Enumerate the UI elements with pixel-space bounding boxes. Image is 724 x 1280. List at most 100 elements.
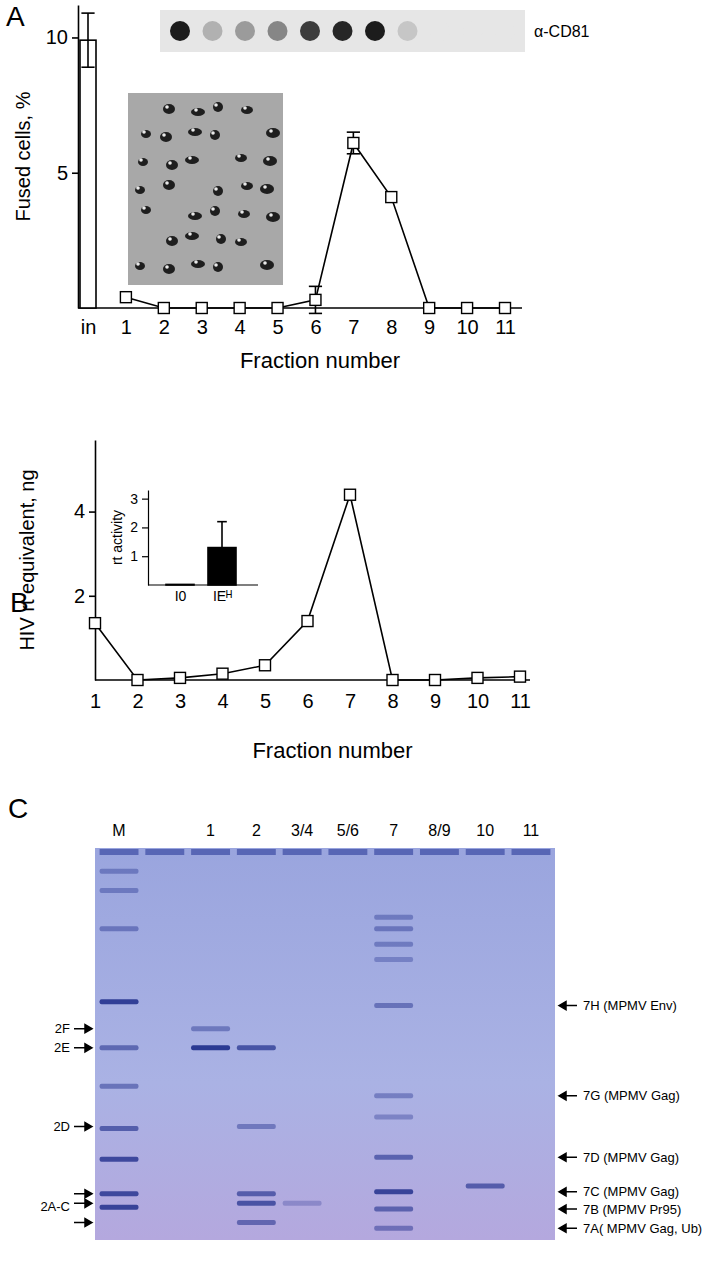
x-tick: 4 [217, 690, 228, 712]
cell [266, 212, 280, 222]
gel [95, 848, 555, 1240]
y-tick: 4 [74, 500, 95, 522]
y-tick-mark [72, 37, 78, 39]
cell [210, 206, 220, 216]
cell-highlight [191, 128, 195, 132]
x-tick: 11 [510, 690, 531, 712]
figure: ABC510in1234567891011Fused cells, %Fract… [0, 0, 724, 1280]
x-tick-label: 4 [217, 690, 228, 712]
marker-arrow [74, 1190, 92, 1198]
chart: 123I0IEᴴrt activity [109, 491, 258, 604]
error-bar-cap [81, 66, 94, 68]
error-bar-cap [217, 521, 227, 523]
gel-background [95, 848, 555, 1240]
micrograph-background [128, 93, 283, 285]
y-tick: 2 [130, 519, 148, 535]
band [374, 1189, 413, 1194]
x-axis-title: Fraction number [252, 738, 412, 763]
micrograph [128, 93, 283, 285]
marker [500, 303, 511, 314]
x-tick: 5 [260, 690, 271, 712]
marker-arrow [559, 1092, 577, 1100]
cell [210, 130, 220, 140]
band [191, 1026, 230, 1031]
error-bar [81, 13, 94, 67]
x-tick: 3 [197, 316, 208, 338]
cell [166, 160, 178, 170]
y-axis-line [78, 6, 80, 309]
cell-highlight [237, 154, 241, 158]
x-tick-label: 6 [310, 316, 321, 338]
cell-highlight [263, 185, 267, 189]
band [374, 926, 413, 931]
cell [185, 156, 199, 164]
error-bar-cap [309, 286, 322, 288]
y-axis-title: HIV rt equivalent, ng [16, 469, 38, 650]
plot-area [80, 13, 511, 313]
x-tick: 9 [424, 316, 435, 338]
marker [472, 672, 483, 683]
well [466, 849, 505, 855]
dot [170, 21, 190, 41]
band [100, 999, 139, 1004]
y-tick-label: 5 [57, 162, 68, 184]
marker-arrow [74, 1199, 92, 1207]
cell [213, 186, 223, 196]
cell-highlight [136, 262, 140, 266]
marker [310, 294, 321, 305]
y-axis-line [148, 491, 149, 586]
x-tick: 9 [430, 690, 441, 712]
x-tick-label: 3 [175, 690, 186, 712]
cell [260, 260, 274, 270]
cell [213, 262, 223, 272]
x-tick-label: 7 [345, 690, 356, 712]
x-tick: 10 [467, 690, 489, 712]
x-tick-label: 10 [467, 690, 489, 712]
lane-label: 5/6 [337, 822, 359, 839]
cell-highlight [136, 186, 140, 190]
y-tick-label: 10 [46, 26, 68, 48]
cell [135, 262, 145, 270]
error-bar [309, 286, 322, 313]
cell-highlight [243, 182, 247, 186]
error-bar [217, 522, 227, 574]
chart: 510in1234567891011Fused cells, %Fraction… [12, 6, 522, 374]
cell [188, 212, 202, 220]
y-axis-title: rt activity [109, 510, 125, 565]
marker [348, 137, 359, 148]
x-tick: 1 [90, 690, 101, 712]
band [374, 1114, 413, 1119]
y-tick: 2 [74, 585, 95, 607]
line [95, 495, 520, 680]
cell [166, 236, 178, 246]
x-tick: I0 [175, 588, 187, 604]
dot [300, 21, 320, 41]
cell [235, 154, 247, 162]
marker [272, 303, 283, 314]
marker [462, 303, 473, 314]
dot [463, 21, 483, 41]
cell [241, 106, 253, 114]
cell-highlight [165, 265, 169, 269]
error-bar-cap [347, 153, 360, 155]
x-tick-label: 9 [424, 316, 435, 338]
marker-label: 7H (MPMV Env) [583, 998, 677, 1013]
cell [163, 104, 175, 114]
band [100, 1084, 139, 1089]
cell [191, 260, 205, 268]
error-bar-stem [221, 522, 223, 574]
cell [191, 108, 205, 116]
x-tick-label: 5 [272, 316, 283, 338]
cell [160, 132, 172, 142]
marker [386, 192, 397, 203]
y-tick-label: 3 [130, 491, 138, 507]
x-tick-label: 11 [510, 690, 531, 712]
lane-label: 2 [252, 822, 261, 839]
y-tick-mark [142, 499, 148, 500]
cell [185, 232, 199, 240]
x-axis: in1234567891011 [81, 316, 516, 338]
x-tick-label: 7 [348, 316, 359, 338]
chart: 241234567891011HIV rt equivalent, ngFrac… [16, 441, 531, 764]
cell-highlight [243, 106, 247, 110]
y-tick-mark [142, 556, 148, 557]
